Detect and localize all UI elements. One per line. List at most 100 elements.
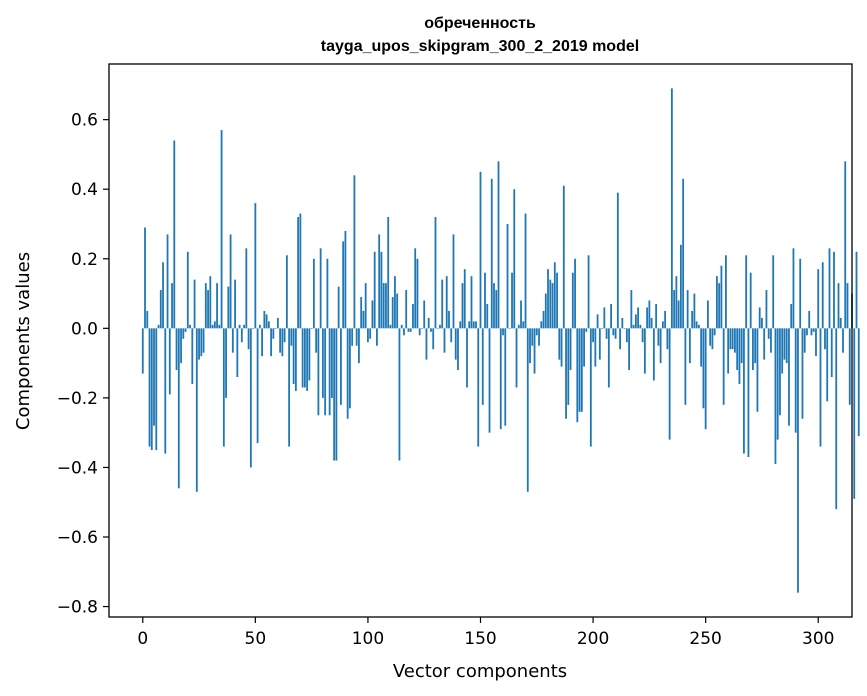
bar: [639, 324, 642, 329]
bar: [592, 328, 594, 343]
bar: [463, 269, 466, 329]
bar: [727, 328, 730, 374]
bar: [416, 258, 419, 329]
bar: [743, 328, 745, 454]
bar: [655, 303, 658, 329]
bar: [803, 328, 806, 353]
bar: [740, 328, 743, 364]
bar: [328, 328, 331, 416]
bar: [767, 328, 770, 339]
bar: [621, 317, 624, 329]
bar: [578, 328, 581, 412]
bar: [240, 328, 243, 343]
bar: [448, 310, 450, 329]
bar: [830, 328, 833, 378]
bar: [184, 328, 187, 332]
bar: [186, 251, 189, 329]
bar: [824, 328, 826, 350]
bar: [637, 307, 640, 329]
bar: [200, 328, 203, 357]
bar: [306, 328, 309, 391]
bar: [425, 328, 428, 360]
bar: [497, 161, 500, 329]
bar: [403, 328, 405, 336]
bar: [355, 328, 358, 346]
bar: [344, 230, 347, 329]
bar: [265, 314, 268, 329]
bar: [443, 328, 446, 353]
bar: [301, 328, 304, 388]
bar: [594, 328, 597, 367]
bar: [709, 328, 712, 346]
bar: [632, 324, 635, 329]
bar: [182, 328, 185, 339]
bar: [842, 328, 844, 353]
bar: [484, 272, 486, 329]
bar: [274, 328, 277, 329]
bar: [610, 303, 612, 329]
bar: [716, 276, 718, 329]
bar: [342, 241, 345, 329]
bar: [281, 328, 284, 357]
bar: [340, 328, 342, 405]
bar: [686, 290, 689, 329]
bar: [571, 272, 574, 329]
bar: [589, 328, 592, 447]
bar: [508, 328, 511, 329]
bar: [294, 328, 297, 391]
bar: [857, 328, 860, 437]
bar: [211, 324, 214, 329]
bar: [684, 328, 687, 405]
bar: [542, 310, 545, 329]
bar: [385, 283, 387, 329]
bar: [144, 227, 146, 329]
bar: [693, 293, 696, 329]
bar: [414, 248, 417, 329]
bar: [238, 324, 241, 329]
bar: [256, 328, 259, 444]
bar: [540, 321, 543, 329]
bar: [292, 328, 295, 384]
bar: [549, 279, 552, 329]
bar: [648, 300, 651, 329]
bar: [713, 328, 716, 336]
bar: [812, 328, 815, 332]
bar: [560, 328, 563, 367]
bar: [454, 328, 457, 360]
bar: [204, 283, 207, 329]
bar: [222, 328, 225, 447]
bar: [319, 248, 322, 329]
bar: [373, 251, 376, 329]
bar: [303, 328, 306, 388]
bar: [457, 328, 459, 371]
y-tick-label: −0.2: [57, 389, 98, 409]
bar: [405, 290, 408, 329]
bar: [432, 328, 435, 350]
bar: [351, 328, 354, 346]
bar: [725, 255, 727, 329]
bar: [409, 328, 412, 332]
x-tick-label: 150: [464, 629, 496, 649]
bar: [380, 251, 383, 329]
bar: [790, 303, 793, 329]
bar: [821, 262, 824, 329]
bar: [349, 328, 351, 409]
bar: [488, 328, 491, 433]
bar: [772, 255, 775, 329]
bar: [756, 328, 759, 412]
bar: [556, 272, 558, 329]
bar: [198, 328, 200, 360]
bar: [630, 290, 633, 329]
bar: [504, 328, 507, 426]
bar: [324, 328, 327, 416]
x-tick-label: 200: [577, 629, 609, 649]
bar: [317, 328, 320, 416]
bar: [529, 328, 531, 364]
bar: [544, 293, 547, 329]
bar: [441, 279, 444, 329]
bar: [249, 328, 252, 468]
bar: [722, 328, 725, 405]
bar: [371, 300, 374, 329]
bar: [711, 328, 714, 350]
bar: [661, 321, 664, 329]
